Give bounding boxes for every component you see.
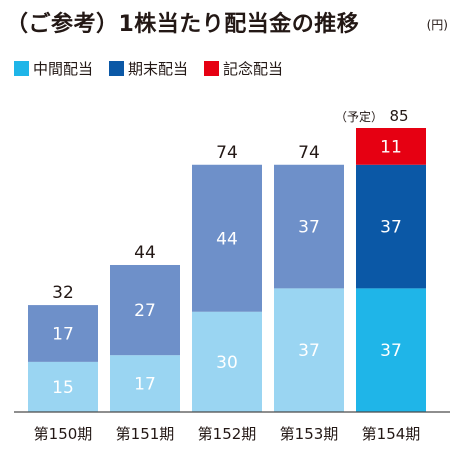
total-label-3: 74 — [216, 143, 238, 163]
total-prefix-5: （予定） — [335, 109, 383, 124]
legend-swatch-interim — [14, 61, 29, 76]
data-label-2-3: 44 — [216, 229, 238, 249]
legend: 中間配当 期末配当 記念配当 — [14, 58, 283, 79]
bar-segment-2-5 — [356, 164, 426, 289]
data-label-1-5: 37 — [380, 341, 402, 361]
category-label-1: 第150期 — [34, 425, 93, 443]
bar-segment-1-5 — [356, 288, 426, 412]
bar-segment-3-5 — [356, 128, 426, 165]
unit-label: (円) — [426, 18, 448, 32]
legend-item-yearend: 期末配当 — [109, 58, 188, 79]
data-label-1-1: 15 — [52, 378, 74, 398]
bar-segment-1-2 — [110, 355, 180, 412]
bar-segment-1-3 — [192, 311, 262, 412]
bar-segment-2-3 — [192, 164, 262, 312]
legend-swatch-yearend — [109, 61, 125, 76]
legend-label-interim: 中間配当 — [33, 60, 94, 78]
total-label-1: 32 — [52, 283, 74, 303]
category-label-2: 第151期 — [116, 425, 175, 443]
category-label-4: 第153期 — [280, 425, 339, 443]
legend-label-yearend: 期末配当 — [128, 60, 189, 78]
data-label-2-2: 27 — [134, 301, 156, 321]
legend-label-commemorative: 記念配当 — [223, 60, 284, 78]
total-label-5: 85 — [389, 107, 408, 125]
data-label-3-5: 11 — [380, 137, 402, 157]
bar-segment-2-4 — [274, 164, 344, 289]
bar-segment-2-2 — [110, 264, 180, 356]
total-label-4: 74 — [298, 143, 320, 163]
bar-segment-1-4 — [274, 288, 344, 412]
data-label-2-5: 37 — [380, 218, 402, 238]
category-label-3: 第152期 — [198, 425, 257, 443]
chart-title: （ご参考）1株当たり配当金の推移 — [6, 12, 360, 37]
bar-segment-1-1 — [28, 361, 98, 412]
data-label-1-4: 37 — [298, 341, 320, 361]
category-label-5: 第154期 — [362, 425, 421, 443]
data-label-1-3: 30 — [216, 353, 238, 373]
bar-segment-2-1 — [28, 305, 98, 362]
legend-item-commemorative: 記念配当 — [204, 58, 283, 79]
total-label-2: 44 — [134, 243, 156, 263]
data-label-2-1: 17 — [52, 324, 74, 344]
data-label-2-4: 37 — [298, 218, 320, 238]
legend-swatch-commemorative — [204, 61, 220, 76]
data-label-1-2: 17 — [134, 375, 156, 395]
legend-item-interim: 中間配当 — [14, 58, 93, 79]
